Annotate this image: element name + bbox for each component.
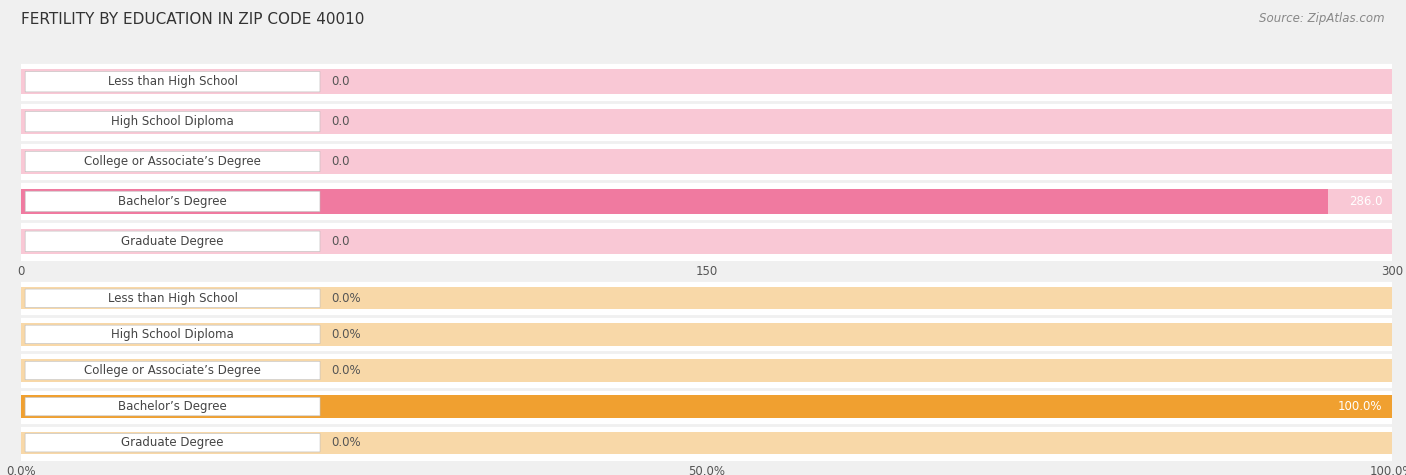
FancyBboxPatch shape — [21, 352, 1392, 389]
Text: High School Diploma: High School Diploma — [111, 328, 233, 341]
Bar — [21, 287, 1392, 310]
Text: 100.0%: 100.0% — [1339, 400, 1382, 413]
Text: Graduate Degree: Graduate Degree — [121, 235, 224, 248]
FancyBboxPatch shape — [25, 231, 321, 252]
Bar — [21, 323, 1392, 346]
FancyBboxPatch shape — [25, 361, 321, 380]
Bar — [21, 189, 1329, 214]
Bar — [21, 109, 1392, 134]
Text: 0.0%: 0.0% — [330, 436, 360, 449]
FancyBboxPatch shape — [25, 398, 321, 416]
Bar — [21, 431, 1392, 454]
Bar — [21, 149, 1392, 174]
Bar — [21, 359, 1392, 382]
FancyBboxPatch shape — [21, 102, 1392, 142]
Text: College or Associate’s Degree: College or Associate’s Degree — [84, 155, 262, 168]
FancyBboxPatch shape — [25, 191, 321, 212]
FancyBboxPatch shape — [25, 151, 321, 172]
Text: 0.0%: 0.0% — [330, 328, 360, 341]
FancyBboxPatch shape — [21, 425, 1392, 461]
FancyBboxPatch shape — [21, 142, 1392, 181]
Text: 0.0: 0.0 — [330, 115, 350, 128]
Text: Graduate Degree: Graduate Degree — [121, 436, 224, 449]
FancyBboxPatch shape — [25, 71, 321, 92]
Text: 0.0: 0.0 — [330, 155, 350, 168]
Text: 0.0: 0.0 — [330, 235, 350, 248]
FancyBboxPatch shape — [21, 62, 1392, 102]
FancyBboxPatch shape — [21, 181, 1392, 221]
Text: College or Associate’s Degree: College or Associate’s Degree — [84, 364, 262, 377]
Text: 286.0: 286.0 — [1348, 195, 1382, 208]
FancyBboxPatch shape — [21, 316, 1392, 352]
FancyBboxPatch shape — [21, 221, 1392, 261]
Text: High School Diploma: High School Diploma — [111, 115, 233, 128]
FancyBboxPatch shape — [25, 111, 321, 132]
FancyBboxPatch shape — [21, 389, 1392, 425]
Bar — [21, 395, 1392, 418]
FancyBboxPatch shape — [25, 289, 321, 307]
Text: Bachelor’s Degree: Bachelor’s Degree — [118, 400, 226, 413]
Bar — [21, 69, 1392, 94]
Text: 0.0: 0.0 — [330, 75, 350, 88]
Text: Less than High School: Less than High School — [108, 75, 238, 88]
Text: Source: ZipAtlas.com: Source: ZipAtlas.com — [1260, 12, 1385, 25]
Text: 0.0%: 0.0% — [330, 364, 360, 377]
FancyBboxPatch shape — [25, 434, 321, 452]
Text: Bachelor’s Degree: Bachelor’s Degree — [118, 195, 226, 208]
Bar — [21, 229, 1392, 254]
Text: Less than High School: Less than High School — [108, 292, 238, 305]
Text: FERTILITY BY EDUCATION IN ZIP CODE 40010: FERTILITY BY EDUCATION IN ZIP CODE 40010 — [21, 12, 364, 27]
Text: 0.0%: 0.0% — [330, 292, 360, 305]
FancyBboxPatch shape — [21, 280, 1392, 316]
Bar — [21, 189, 1392, 214]
Bar — [21, 395, 1392, 418]
FancyBboxPatch shape — [25, 325, 321, 343]
